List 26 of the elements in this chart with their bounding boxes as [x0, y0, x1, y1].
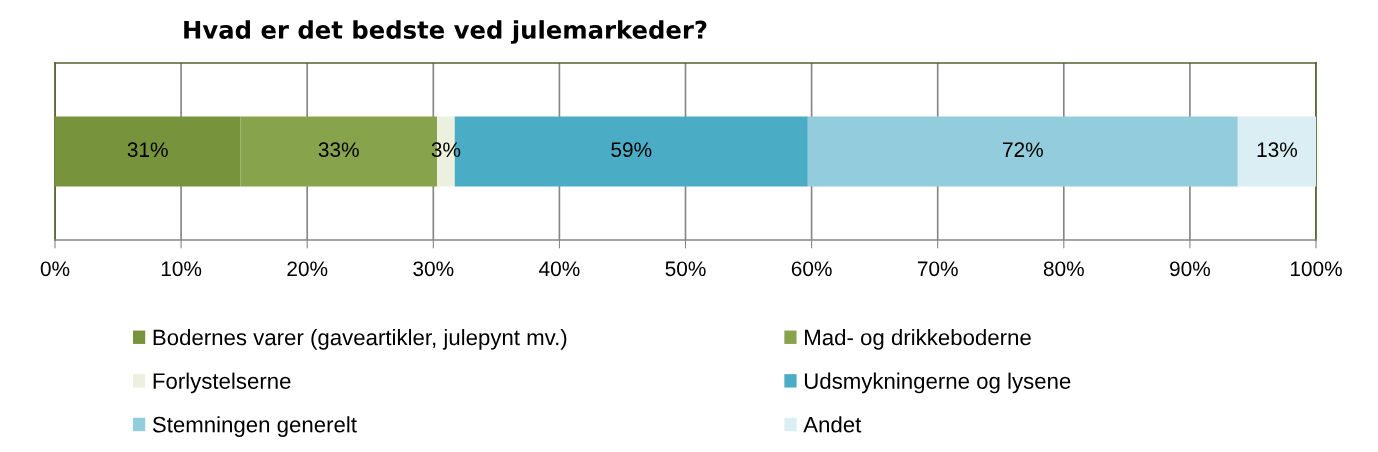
annotation: 33%	[318, 142, 359, 158]
x-tick-label: 50%	[665, 261, 706, 277]
x-tick-label: 90%	[1170, 261, 1211, 277]
x-tick-label: 40%	[539, 261, 580, 277]
annotation: 13%	[1257, 142, 1298, 158]
annotation: 72%	[1003, 142, 1043, 158]
x-tick-label: 100%	[1290, 261, 1342, 277]
legend-label: Udsmykningerne og lysene	[804, 372, 1071, 394]
x-tick-label: 30%	[413, 261, 454, 277]
x-tick-label: 70%	[917, 261, 958, 277]
x-tick-label: 10%	[161, 261, 202, 277]
bar	[807, 116, 1238, 187]
legend-label: Mad- og drikkeboderne	[805, 329, 1031, 350]
legend-label: Stemningen generelt	[152, 416, 357, 437]
chart-title: Hvad er det bedste ved julemarkeder?	[184, 20, 707, 44]
x-tick-label: 20%	[287, 261, 328, 277]
legend-label: Andet	[803, 416, 862, 433]
x-tick-label: 60%	[791, 261, 832, 277]
bar	[1237, 116, 1316, 187]
annotation: 31%	[127, 142, 168, 158]
legend-label: Forlystelserne	[153, 372, 291, 394]
bar	[55, 116, 241, 187]
x-tick-label: 80%	[1043, 261, 1084, 277]
x-tick-label: 0%	[40, 261, 70, 277]
legend-label: Bodernes varer (gaveartikler, julepynt mv.)	[153, 329, 567, 350]
annotation: 59%	[611, 142, 652, 158]
